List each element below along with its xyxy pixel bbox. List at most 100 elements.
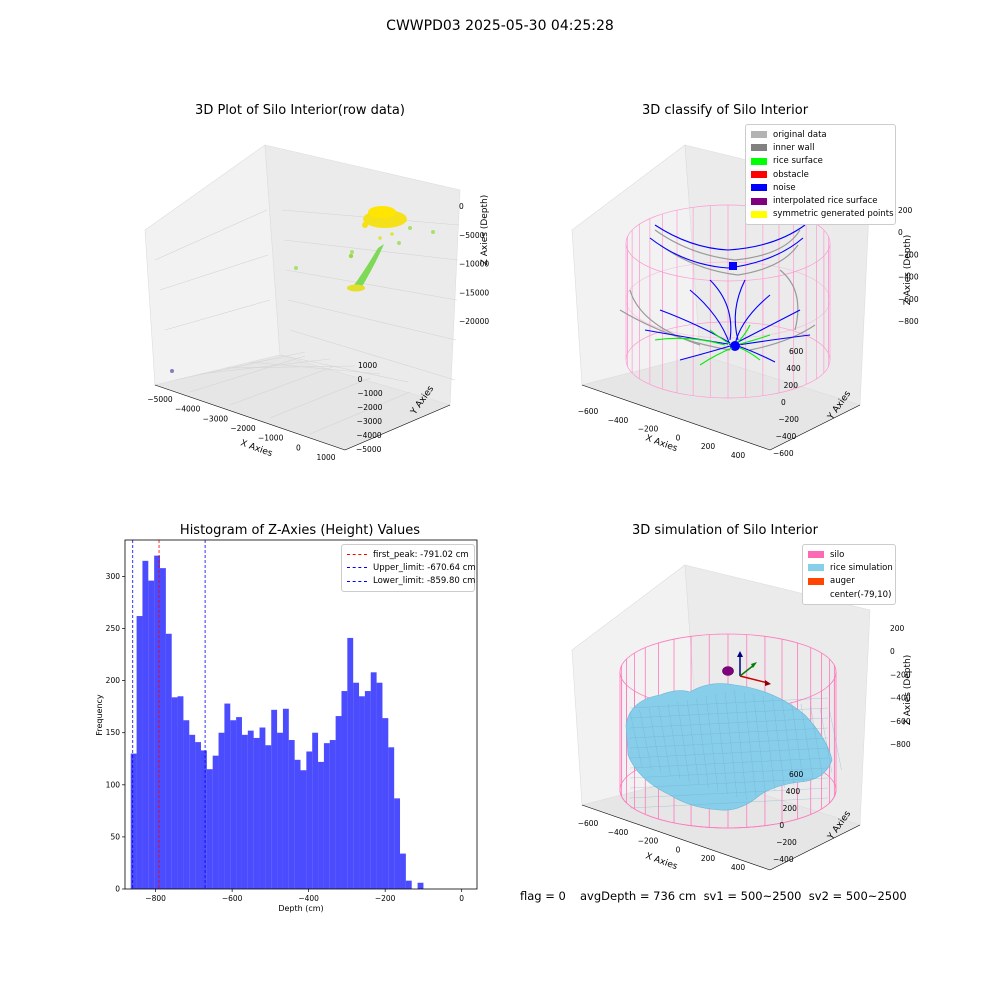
raw-y-tick: 1000 xyxy=(358,361,377,370)
histogram-bar xyxy=(206,769,213,889)
simulation-x-label: X Axies xyxy=(644,851,679,872)
histogram-bar xyxy=(148,580,155,889)
legend-entry: symmetric generated points xyxy=(751,208,894,221)
classify-z-tick: −800 xyxy=(898,317,919,326)
histogram-bar xyxy=(376,682,383,889)
histogram-bar xyxy=(253,737,260,889)
simulation-z-tick: −400 xyxy=(890,694,911,703)
legend-label: original data xyxy=(773,129,827,140)
histogram-y-tick: 0 xyxy=(115,885,120,894)
histogram-y-tick: 50 xyxy=(110,832,120,841)
histogram-bar xyxy=(335,716,342,889)
legend-swatch xyxy=(751,184,767,192)
legend-entry: interpolated rice surface xyxy=(751,194,890,207)
histogram-bar xyxy=(382,718,389,889)
simulation-y-tick: −200 xyxy=(776,838,797,847)
simulation-y-tick: 400 xyxy=(786,787,801,796)
classify-x-tick: 0 xyxy=(676,433,681,442)
raw-outlier-point xyxy=(170,369,174,373)
histogram-bar xyxy=(400,853,406,889)
simulation-y-tick: 600 xyxy=(789,770,804,779)
classify-z-tick: 0 xyxy=(898,228,903,237)
legend-swatch xyxy=(751,210,767,218)
legend-swatch xyxy=(751,157,767,165)
legend-entry: original data xyxy=(751,128,890,141)
histogram-bar xyxy=(347,637,354,889)
raw-x-tick: −2000 xyxy=(230,424,256,433)
histogram-bar xyxy=(195,742,201,889)
histogram-bar xyxy=(212,755,219,889)
legend-label: center(-79,10) xyxy=(830,589,892,600)
simulation-y-tick: 200 xyxy=(783,804,798,813)
classify-y-tick: 0 xyxy=(781,398,786,407)
legend-label: obstacle xyxy=(773,169,809,180)
histogram-bar xyxy=(241,734,248,889)
histogram-bar xyxy=(230,720,237,889)
legend-entry: silo xyxy=(808,548,890,561)
histogram-chart[interactable]: −800 −600 −400 −200 0 0 50 100 150 200 250 300 Dept… xyxy=(85,535,485,925)
histogram-bar xyxy=(265,745,272,889)
histogram-x-tick: −400 xyxy=(298,894,319,903)
classify-y-tick: 600 xyxy=(789,347,804,356)
histogram-bar xyxy=(388,747,395,889)
legend-entry: obstacle xyxy=(751,168,890,181)
raw-x-tick: −3000 xyxy=(203,414,229,423)
raw-z-tick: −20000 xyxy=(459,317,489,326)
simulation-x-tick: 400 xyxy=(731,863,746,872)
classify-y-tick: −400 xyxy=(776,432,797,441)
simulation-z-tick: 0 xyxy=(890,647,895,656)
histogram-x-tick: 0 xyxy=(459,894,464,903)
raw-z-tick: 0 xyxy=(459,202,464,211)
histogram-bar xyxy=(247,730,254,889)
raw-z-tick: −5000 xyxy=(459,231,485,240)
histogram-x-label: Depth (cm) xyxy=(278,904,323,913)
classify-y-tick: −200 xyxy=(778,415,799,424)
raw-y-tick: −2000 xyxy=(357,403,383,412)
classify-x-label: X Axies xyxy=(644,433,679,454)
legend-entry: rice surface xyxy=(751,155,890,168)
legend-label: Lower_limit: -859.80 cm xyxy=(373,576,476,587)
histogram-bar xyxy=(189,734,196,889)
simulation-x-tick: 200 xyxy=(701,854,716,863)
legend-label: noise xyxy=(773,182,796,193)
raw-z-label: Z Axies (Depth) xyxy=(480,195,490,266)
simulation-y-tick: −400 xyxy=(773,855,794,864)
raw-x-tick: 1000 xyxy=(316,453,335,462)
simulation-x-tick: −200 xyxy=(638,837,659,846)
histogram-bar xyxy=(160,568,166,889)
simulation-3d-plot[interactable]: −600 −400 −200 0 200 400 600 400 200 0 −200 −400 200… xyxy=(560,550,920,880)
classify-x-tick: −400 xyxy=(608,416,629,425)
histogram-bar xyxy=(394,798,401,889)
histogram-y-tick: 250 xyxy=(106,624,121,633)
simulation-plot-title: 3D simulation of Silo Interior xyxy=(632,523,818,538)
flag-readout: flag = 0 xyxy=(520,889,566,903)
histogram-bar xyxy=(142,560,149,889)
legend-swatch xyxy=(751,144,767,152)
legend-label: interpolated rice surface xyxy=(773,196,878,207)
histogram-y-tick: 100 xyxy=(106,780,121,789)
simulation-z-tick: 200 xyxy=(890,624,905,633)
histogram-bar xyxy=(329,740,336,889)
legend-label: symmetric generated points xyxy=(773,209,894,220)
histogram-bar xyxy=(364,691,371,889)
raw-y-tick: −5000 xyxy=(356,445,382,454)
legend-label: silo xyxy=(830,549,845,560)
histogram-bar xyxy=(154,555,161,889)
histogram-bar xyxy=(277,732,283,889)
raw-3d-plot[interactable]: −5000−4000−3000−2000−10000100010000−1000… xyxy=(130,130,490,470)
legend-swatch xyxy=(808,551,824,559)
center-axes xyxy=(737,651,771,686)
raw-y-tick: −3000 xyxy=(357,417,383,426)
histogram-x-tick: −800 xyxy=(145,894,166,903)
simulation-rice-surface xyxy=(625,683,833,811)
raw-z-tick: −15000 xyxy=(459,288,489,297)
histogram-y-tick: 300 xyxy=(106,572,121,581)
legend-entry: noise xyxy=(751,181,890,194)
auger-marker xyxy=(722,666,734,676)
legend-swatch xyxy=(751,197,767,205)
histogram-bar xyxy=(341,691,348,889)
classify-y-tick: −600 xyxy=(773,449,794,458)
raw-green-stream xyxy=(352,244,384,290)
simulation-legend: silo rice simulation auger center(-79,10) xyxy=(802,544,896,606)
simulation-y-tick: 0 xyxy=(779,821,784,830)
